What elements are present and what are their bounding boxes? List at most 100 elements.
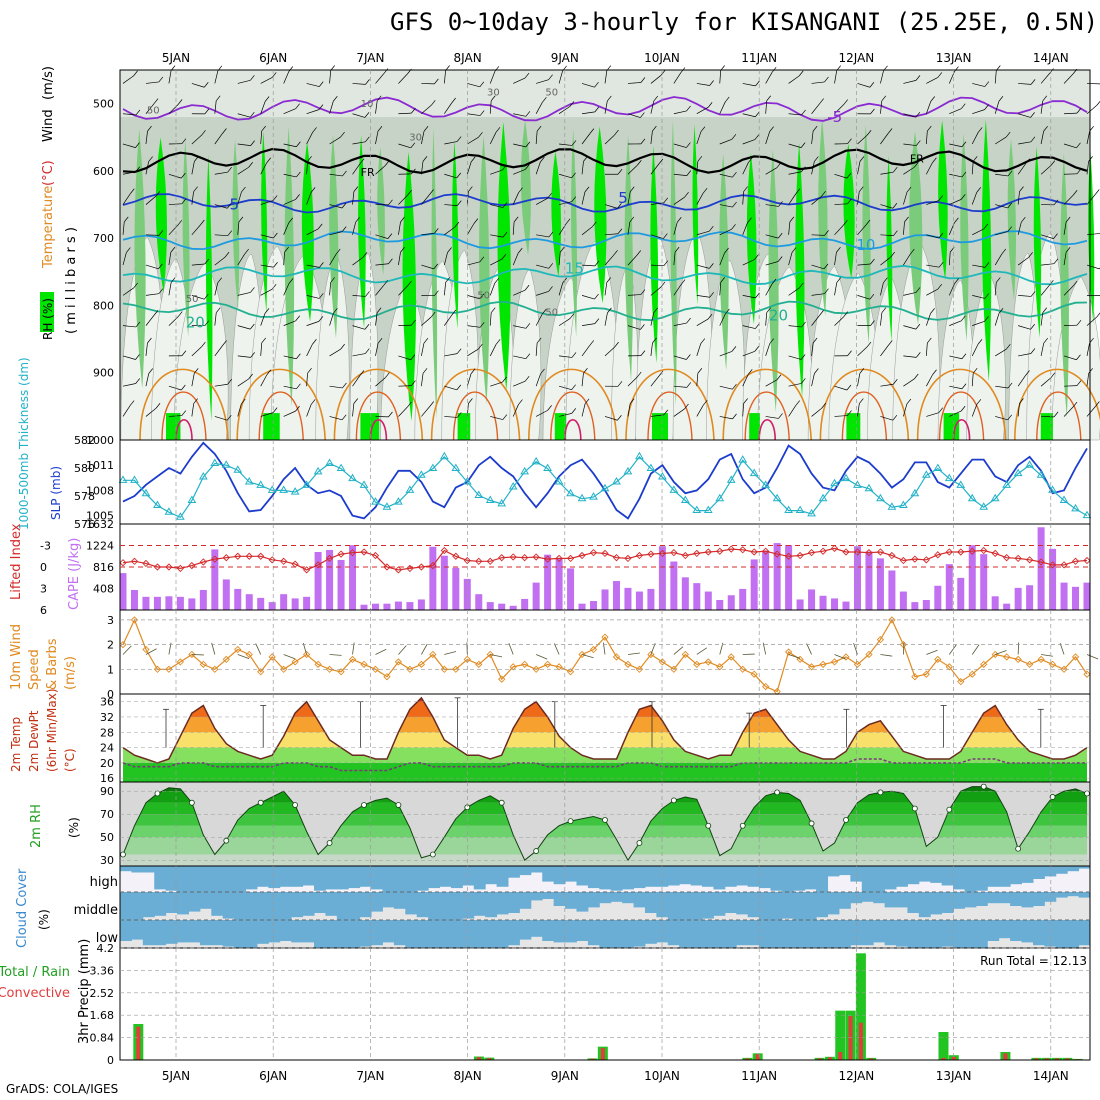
precip-convective-bar (941, 1057, 946, 1060)
wind-barb (696, 318, 709, 326)
thickness-slp-frame (119, 439, 1091, 525)
cloud-high-bar (793, 866, 806, 891)
slp-point (153, 500, 162, 509)
thickness-tick: 580 (74, 462, 95, 475)
wind-barb-flag (640, 289, 646, 295)
wind-barb (903, 292, 917, 296)
cloud-middle-bar (530, 892, 543, 901)
cloud-middle-bar (861, 892, 874, 902)
slp-point (818, 493, 828, 502)
cloud-low-bar (576, 920, 589, 941)
wind-barb (283, 71, 290, 84)
wind-speed-point (980, 660, 988, 668)
wind-barb (329, 348, 341, 357)
wind-speed-point (1048, 660, 1057, 668)
wind-barb (995, 231, 1008, 236)
cloud-high-bar (736, 866, 749, 886)
wind-barb-flag (388, 199, 393, 206)
wind-barb-flag (341, 226, 347, 232)
wind-speed-point (1025, 660, 1034, 668)
wind-speed-point (337, 668, 345, 676)
wind-barb (145, 195, 157, 205)
cape-bar (773, 543, 781, 610)
wind-barb (329, 136, 341, 145)
wind-speed-point (165, 665, 173, 673)
wind-barb-flag (686, 354, 691, 360)
wind-barb (1040, 100, 1044, 114)
wind-barb-flag (709, 80, 714, 86)
wind-axis-title: Speed (27, 649, 42, 690)
cloud-high-bar (462, 866, 475, 886)
rh-low-moist (943, 413, 960, 440)
rh-moist-streak (329, 134, 339, 339)
wind-barb-flag (364, 112, 370, 118)
wind-speed-point (876, 636, 885, 644)
cloud-high-bar (439, 866, 452, 887)
cloud-low-bar (679, 920, 692, 948)
rh-point (1015, 845, 1022, 852)
surface-wind-barb (995, 650, 1007, 655)
wind-barb (145, 103, 155, 114)
rh-moist-streak (768, 148, 779, 412)
wind-barb (949, 173, 963, 178)
slp-point (221, 460, 231, 468)
thickness-line (122, 441, 1088, 520)
wind-barb-flag (456, 136, 462, 142)
wind-barb-flag (1042, 307, 1047, 313)
wind-barb-flag (295, 315, 300, 321)
rh-contour-label: 30 (487, 88, 500, 99)
cape-bar (612, 581, 620, 610)
rh-moist-streak (1060, 152, 1069, 418)
cape-bar (1083, 582, 1091, 610)
wind-barb (581, 111, 595, 115)
wind-barb-flag (960, 194, 966, 200)
temp-axis-title: (°C) (63, 748, 77, 772)
wind-barb-flag (732, 383, 737, 390)
wind-barb (191, 295, 205, 300)
wind-barb-flag (640, 350, 646, 356)
wind-barb-flag (637, 160, 642, 166)
slp-point (876, 493, 885, 502)
wind-barb (719, 313, 726, 326)
wind-barb (765, 131, 770, 145)
wind-barb-flag (468, 398, 473, 404)
wind-barb (398, 195, 408, 205)
wind-barb-flag (801, 109, 806, 116)
rh-point (257, 799, 264, 806)
isotherm-label: 20 (186, 313, 205, 331)
cloud-middle-bar (154, 892, 167, 916)
cloud-low-bar (530, 920, 543, 937)
wind-barb-flag (858, 186, 864, 192)
lifted-index-point (1048, 561, 1057, 569)
wind-speed-point (819, 660, 827, 668)
rh-contour-label: 50 (186, 294, 199, 305)
wind-barb (375, 131, 379, 145)
wind-barb (490, 381, 503, 387)
lifted-index-point (199, 558, 207, 566)
lifted-index-point (647, 550, 655, 558)
wind-barb (673, 408, 685, 417)
slp-point (1036, 470, 1046, 478)
cape-bar (590, 601, 598, 610)
wind-barb (1017, 375, 1026, 387)
wind-barb (971, 192, 978, 205)
rh-point (808, 820, 815, 827)
wind-barb-flag (799, 282, 804, 289)
wind-barb (443, 252, 448, 266)
cloud-high-bar (542, 866, 555, 882)
wind-barb-flag (296, 353, 301, 359)
wind-barb (627, 376, 638, 387)
wind-barb (513, 143, 526, 148)
cloud-high-bar (747, 866, 760, 887)
x-tick-top: 14JAN (1033, 51, 1069, 65)
wind-barb (1040, 234, 1054, 239)
lifted-index-point (119, 559, 127, 567)
surface-wind-barb (650, 643, 656, 655)
wind-barb (581, 226, 593, 236)
wind-barb-flag (222, 128, 227, 134)
wind-barb-flag (353, 186, 359, 192)
wind-barb-flag (684, 403, 689, 410)
wind-barb (398, 221, 401, 235)
cloud-low-bar (724, 920, 737, 948)
wind-barb-flag (823, 263, 829, 270)
